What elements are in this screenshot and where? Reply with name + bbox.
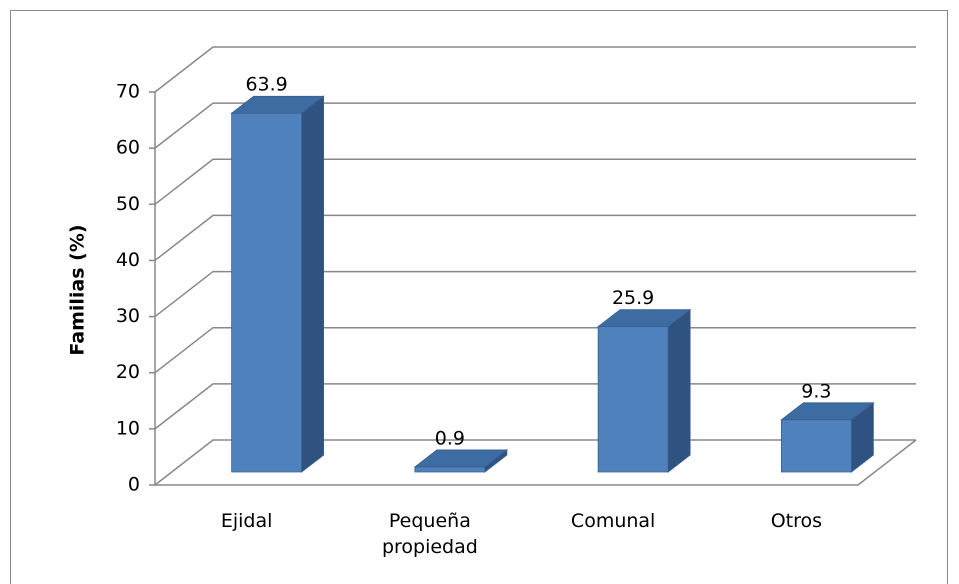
y-tick-label: 40 (116, 249, 140, 271)
y-tick-label: 60 (116, 137, 140, 159)
grid-line (154, 270, 916, 318)
y-tick-label: 0 (128, 474, 140, 496)
bar (230, 95, 325, 473)
data-label: 0.9 (435, 427, 465, 449)
bar (413, 449, 509, 473)
bar (780, 401, 875, 473)
grid-line (154, 102, 916, 149)
y-tick-label: 30 (116, 305, 140, 327)
data-label: 9.3 (801, 380, 831, 402)
y-tick-label: 70 (116, 81, 140, 103)
x-tick-label: Pequeña propiedad (381, 510, 478, 558)
y-tick-label: 10 (116, 417, 140, 439)
bar-side (667, 308, 691, 473)
bar-front (231, 112, 303, 473)
y-tick-label: 20 (116, 361, 140, 383)
y-axis-title: Familias (%) (67, 224, 89, 355)
chart-border (10, 10, 948, 584)
y-tick-label: 50 (116, 193, 140, 215)
grid-line (154, 158, 916, 205)
x-tick-label: Ejidal (220, 510, 273, 532)
bar-front (597, 326, 669, 473)
x-tick-label: Otros (770, 510, 823, 532)
grid-line (154, 214, 916, 262)
bar (596, 308, 692, 473)
x-tick-label: Comunal (570, 510, 656, 532)
data-label: 25.9 (612, 287, 654, 309)
data-label: 63.9 (245, 74, 287, 96)
bar-front (780, 419, 852, 473)
bar-front (414, 466, 486, 473)
bar-side (301, 95, 325, 473)
grid-line (154, 46, 916, 93)
floor (155, 439, 917, 486)
